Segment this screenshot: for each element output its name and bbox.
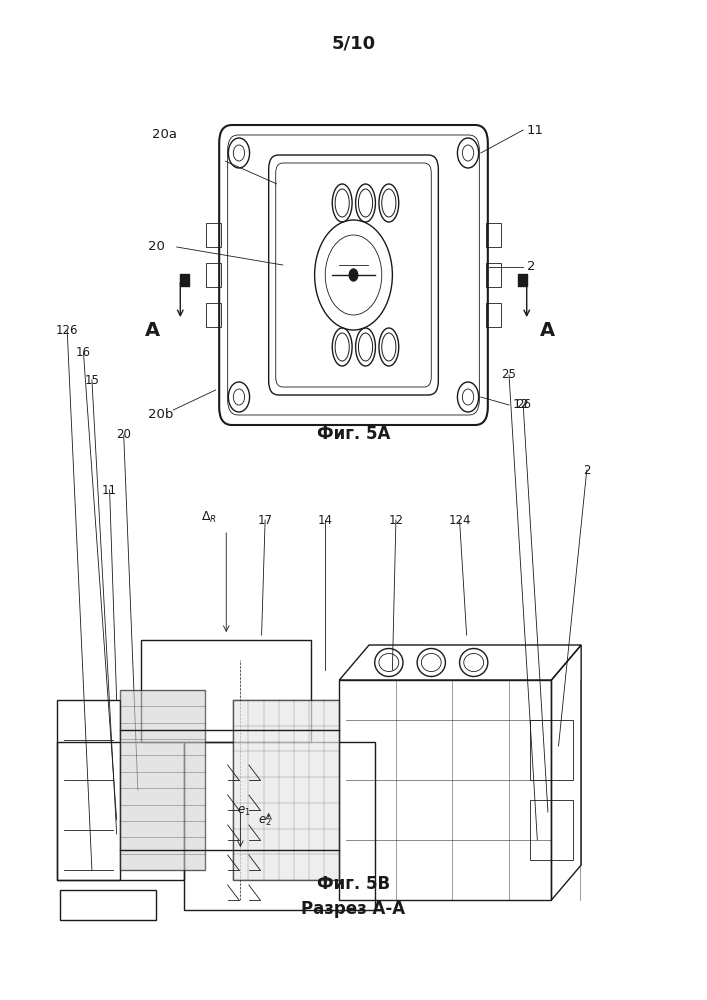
Text: A: A <box>540 321 556 340</box>
Circle shape <box>349 269 358 281</box>
Text: 26: 26 <box>515 398 531 412</box>
Bar <box>206 303 221 327</box>
Text: Фиг. 5А: Фиг. 5А <box>317 425 390 443</box>
Bar <box>206 223 221 247</box>
Text: 20: 20 <box>148 240 165 253</box>
Bar <box>530 720 573 780</box>
Text: $\Delta_R$: $\Delta_R$ <box>201 510 216 525</box>
Text: 2: 2 <box>583 464 590 477</box>
Text: 17: 17 <box>257 514 273 526</box>
Text: 11: 11 <box>102 484 117 496</box>
Bar <box>120 690 205 870</box>
Text: A: A <box>144 321 160 340</box>
Bar <box>486 263 501 287</box>
Text: 2: 2 <box>527 260 535 273</box>
Bar <box>233 700 339 880</box>
Text: 16: 16 <box>76 346 91 359</box>
Text: 20a: 20a <box>152 128 177 141</box>
Text: 126: 126 <box>56 324 78 336</box>
Text: $e_2$: $e_2$ <box>258 815 272 828</box>
Bar <box>530 800 573 860</box>
Bar <box>486 223 501 247</box>
Text: 12: 12 <box>513 398 530 412</box>
Text: 11: 11 <box>527 123 544 136</box>
Text: 5/10: 5/10 <box>332 35 375 53</box>
Text: Разрез А-А: Разрез А-А <box>301 900 406 918</box>
Bar <box>486 303 501 327</box>
Text: 15: 15 <box>84 373 100 386</box>
Text: 20b: 20b <box>148 408 174 422</box>
Text: $e_1$: $e_1$ <box>237 805 251 818</box>
Bar <box>206 263 221 287</box>
Text: 25: 25 <box>501 368 517 381</box>
Text: 20: 20 <box>116 428 132 442</box>
Text: 12: 12 <box>388 514 404 526</box>
Text: 124: 124 <box>448 514 471 526</box>
Text: Фиг. 5В: Фиг. 5В <box>317 875 390 893</box>
Text: 14: 14 <box>317 514 333 526</box>
